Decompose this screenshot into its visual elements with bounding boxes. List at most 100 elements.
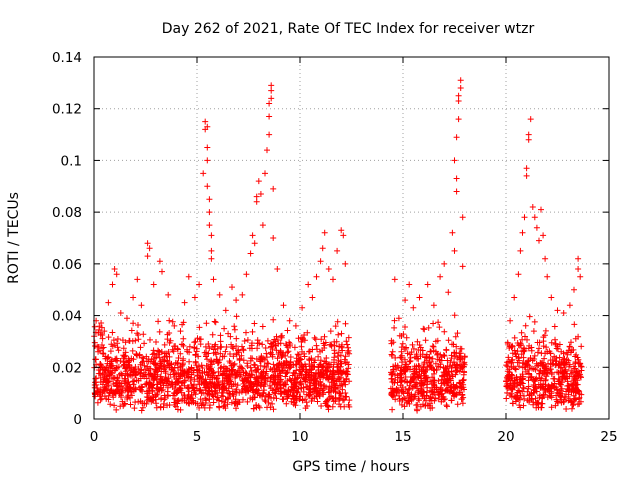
data-point (428, 364, 434, 371)
data-point (204, 157, 211, 164)
data-point (231, 326, 238, 333)
data-point (455, 92, 462, 99)
data-point (459, 214, 466, 221)
data-point (568, 367, 575, 374)
data-point (202, 376, 209, 383)
data-point (540, 392, 547, 399)
y-tick-label: 0.06 (52, 257, 82, 273)
data-point (560, 310, 567, 316)
data-point (292, 361, 299, 368)
data-point (239, 343, 245, 350)
data-point (407, 379, 414, 386)
data-point (123, 358, 130, 364)
data-point (416, 363, 423, 370)
data-point (318, 363, 325, 370)
data-point (141, 340, 148, 347)
data-point (312, 336, 319, 343)
data-point (137, 370, 144, 377)
data-point (415, 395, 422, 402)
data-point (130, 294, 137, 301)
data-point (260, 369, 267, 376)
data-point (389, 385, 396, 392)
data-point (219, 386, 225, 393)
data-point (146, 245, 153, 252)
data-point (111, 402, 118, 409)
data-point (261, 387, 268, 394)
data-point (208, 232, 215, 239)
data-point (520, 373, 526, 380)
data-point (422, 375, 429, 382)
data-point (509, 372, 516, 379)
data-point (194, 400, 201, 407)
data-point (281, 389, 288, 396)
data-point (318, 336, 325, 343)
data-point (461, 361, 468, 368)
data-point (441, 369, 448, 376)
data-point (526, 370, 532, 377)
data-point (512, 366, 519, 373)
data-point (523, 172, 530, 179)
data-point (398, 387, 405, 394)
data-point (573, 381, 580, 388)
data-point (249, 328, 256, 335)
data-point (443, 347, 450, 354)
data-point (218, 398, 225, 405)
data-point (343, 368, 350, 375)
data-point (458, 396, 465, 403)
data-point (209, 331, 216, 338)
data-point (273, 333, 280, 340)
data-point (94, 399, 101, 406)
data-point (248, 382, 255, 389)
data-point (166, 330, 173, 336)
data-point (512, 351, 519, 358)
data-point (519, 229, 526, 236)
data-point (544, 394, 551, 401)
data-point (398, 348, 405, 355)
data-point (308, 398, 315, 404)
data-point (407, 358, 414, 364)
data-point (398, 375, 405, 381)
data-point (556, 380, 563, 387)
data-point (197, 387, 204, 394)
data-point (519, 364, 526, 371)
data-point (117, 403, 124, 410)
data-point (403, 344, 410, 351)
data-point (513, 374, 520, 381)
data-point (102, 385, 109, 392)
data-point (520, 354, 527, 361)
data-point (228, 381, 235, 388)
data-point (534, 349, 541, 356)
data-point (317, 357, 324, 364)
data-point (206, 209, 213, 216)
data-point (541, 386, 547, 392)
data-point (415, 355, 422, 362)
data-point (91, 339, 98, 346)
data-point (171, 399, 178, 406)
data-point (557, 387, 564, 394)
data-point (153, 339, 159, 345)
data-point (136, 351, 143, 358)
data-point (558, 359, 565, 366)
data-point (221, 368, 228, 374)
data-point (132, 364, 139, 370)
data-point (424, 366, 431, 373)
data-point (305, 348, 312, 355)
data-point (444, 382, 450, 389)
data-point (531, 389, 538, 396)
data-point (238, 364, 245, 371)
data-point (420, 370, 427, 377)
data-point (147, 382, 154, 388)
data-point (306, 366, 313, 373)
data-point (244, 363, 251, 369)
data-point (244, 398, 251, 405)
data-point (396, 392, 402, 399)
data-point (392, 354, 399, 361)
data-point (276, 367, 283, 374)
data-point (570, 401, 577, 408)
data-point (399, 340, 406, 347)
data-point (164, 388, 171, 395)
data-point (309, 363, 316, 370)
data-point (525, 136, 532, 143)
data-point (243, 370, 250, 377)
y-axis-label: ROTI / TECUs (6, 192, 22, 284)
